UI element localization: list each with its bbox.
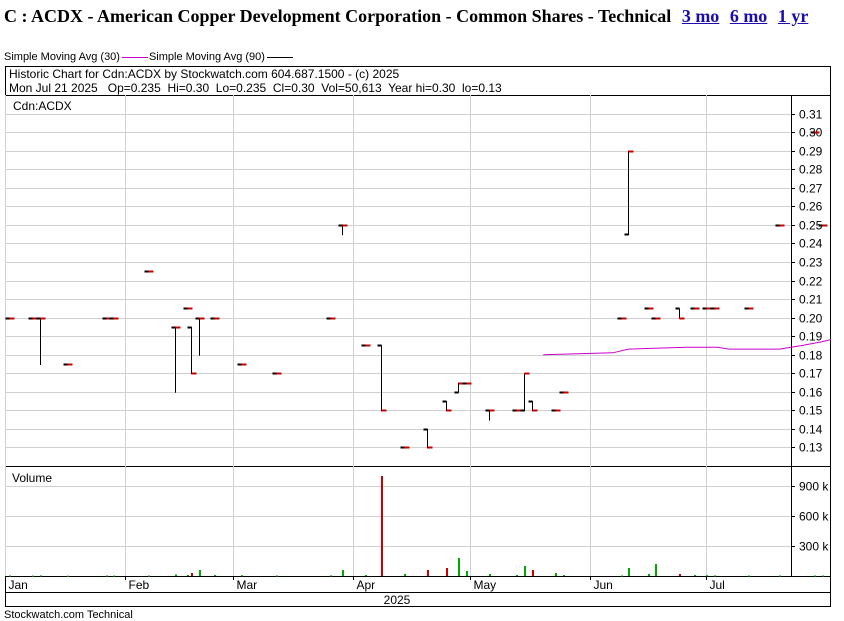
legend-sma90-swatch [266, 56, 293, 58]
price-tick-label: 0.18 [799, 349, 823, 363]
volume-bar [113, 575, 115, 577]
volume-bar [694, 575, 696, 576]
legend-sma30-label: Simple Moving Avg (30) [4, 51, 120, 63]
year-label: 2025 [384, 593, 411, 607]
month-tick-label: Apr [357, 578, 376, 592]
month-tick-label: Jul [710, 578, 725, 592]
range-6mo-link[interactable]: 6 mo [729, 6, 768, 26]
page-header: C : ACDX - American Copper Development C… [4, 6, 844, 32]
sma30-line [543, 339, 831, 356]
chart-info-line2: Mon Jul 21 2025 Op=0.235 Hi=0.30 Lo=0.23… [9, 81, 502, 95]
legend-sma30-swatch [121, 56, 148, 58]
volume-bar [748, 575, 750, 577]
price-tick-label: 0.23 [799, 256, 823, 270]
month-tick-label: May [474, 578, 497, 592]
volume-bar [427, 570, 429, 576]
symbol-label: Cdn:ACDX [13, 99, 72, 113]
volume-bar [628, 568, 630, 576]
volume-bar [106, 575, 108, 577]
price-tick-label: 0.17 [799, 367, 823, 381]
price-tick-label: 0.24 [799, 237, 823, 251]
volume-bar [532, 570, 534, 576]
legend-sma90-label: Simple Moving Avg (90) [148, 51, 265, 63]
volume-bar [191, 573, 193, 576]
volume-bar [187, 575, 189, 576]
volume-bar [779, 575, 781, 577]
volume-bar [555, 573, 557, 576]
volume-bar [381, 476, 383, 576]
price-volume-chart: Historic Chart for Cdn:ACDX by Stockwatc… [5, 66, 831, 607]
volume-bar [175, 574, 177, 576]
volume-bar [714, 575, 716, 577]
chart-frame: Historic Chart for Cdn:ACDX by Stockwatc… [5, 66, 831, 607]
chart-legend: Simple Moving Avg (30) Simple Moving Avg … [4, 51, 294, 63]
price-tick-label: 0.14 [799, 423, 823, 437]
volume-bar [32, 575, 34, 577]
volume-bar [466, 571, 468, 576]
price-tick-label: 0.31 [799, 108, 823, 122]
volume-bar [621, 575, 623, 577]
volume-bar [199, 570, 201, 576]
volume-bar [516, 575, 518, 576]
range-1yr-link[interactable]: 1 yr [777, 6, 809, 26]
sma-layer [543, 339, 831, 356]
volume-bar [40, 575, 42, 577]
volume-bar [9, 575, 11, 577]
volume-bar [276, 575, 278, 577]
month-tick-label: Feb [129, 578, 150, 592]
volume-bar [822, 575, 824, 577]
month-tick-label: Jan [9, 578, 28, 592]
chart-info-line1: Historic Chart for Cdn:ACDX by Stockwatc… [9, 67, 399, 81]
volume-bar [648, 574, 650, 576]
volume-bar [404, 574, 406, 576]
price-tick-label: 0.19 [799, 330, 823, 344]
volume-bar [214, 575, 216, 576]
volume-bar [342, 570, 344, 576]
volume-bar [706, 575, 708, 577]
volume-bar [814, 575, 816, 577]
volume-tick-label: 600 k [799, 510, 829, 524]
volume-label: Volume [12, 471, 52, 485]
volume-bar [67, 575, 69, 577]
price-tick-label: 0.15 [799, 404, 823, 418]
volume-bar [524, 566, 526, 576]
month-tick-label: Mar [237, 578, 258, 592]
page-title: C : ACDX - American Copper Development C… [4, 6, 672, 26]
price-tick-label: 0.25 [799, 219, 823, 233]
volume-bar [446, 568, 448, 576]
volume-tick-label: 300 k [799, 540, 829, 554]
volume-layer [9, 476, 824, 577]
price-tick-label: 0.20 [799, 312, 823, 326]
price-tick-label: 0.29 [799, 145, 823, 159]
volume-bar [365, 575, 367, 576]
month-tick-label: Jun [594, 578, 613, 592]
price-tick-label: 0.13 [799, 441, 823, 455]
range-3mo-link[interactable]: 3 mo [681, 6, 720, 26]
price-tick-label: 0.27 [799, 182, 823, 196]
axis-layer: 0.310.300.290.280.270.260.250.240.230.22… [5, 108, 829, 592]
price-tick-label: 0.26 [799, 200, 823, 214]
price-tick-label: 0.22 [799, 275, 823, 289]
volume-tick-label: 900 k [799, 480, 829, 494]
price-tick-label: 0.21 [799, 293, 823, 307]
price-tick-label: 0.16 [799, 386, 823, 400]
volume-bar [489, 574, 491, 576]
volume-bar [655, 564, 657, 576]
volume-bar [330, 575, 332, 577]
volume-bar [148, 575, 150, 577]
volume-bar [458, 558, 460, 576]
ohlc-bars-layer [5, 131, 828, 449]
grid-layer [5, 95, 791, 576]
volume-bar [679, 574, 681, 576]
volume-bar [241, 575, 243, 577]
volume-bar [563, 575, 565, 576]
price-tick-label: 0.28 [799, 163, 823, 177]
footer-text: Stockwatch.com Technical [4, 609, 133, 621]
